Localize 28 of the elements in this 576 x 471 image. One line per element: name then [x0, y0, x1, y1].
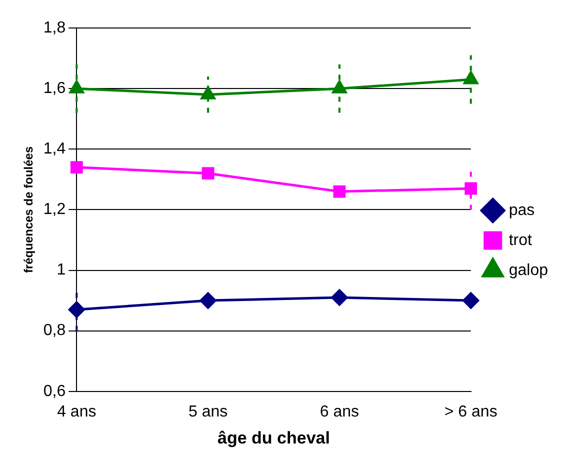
point [333, 185, 346, 198]
point [69, 80, 84, 94]
x-tick-label: 5 ans [188, 403, 228, 420]
y-tick-label: 0,8 [43, 322, 66, 340]
x-tick-label: 6 ans [320, 403, 360, 420]
y-tick-label: 0,6 [43, 382, 66, 400]
point [70, 161, 83, 174]
point [200, 86, 216, 100]
legend-label: galop [508, 262, 548, 279]
y-tick-label: 1,6 [43, 80, 66, 97]
x-axis-title: âge du cheval [218, 428, 330, 448]
point [202, 167, 214, 180]
point [462, 292, 480, 309]
y-tick-label: 1,2 [43, 201, 66, 218]
y-axis-title: fréquences de foulées [22, 146, 36, 274]
point [464, 182, 478, 195]
y-tick-label: 1,8 [43, 19, 66, 36]
point [331, 289, 348, 306]
point [464, 71, 478, 84]
x-tick-label: 4 ans [57, 403, 96, 420]
x-tick-label: > 6 ans [444, 403, 498, 420]
legend-label: trot [508, 232, 533, 249]
legend-label: pas [508, 202, 535, 219]
y-tick-label: 1,4 [43, 140, 66, 158]
y-tick-label: 1 [56, 262, 66, 279]
point [332, 80, 347, 94]
point [200, 292, 216, 309]
point [68, 301, 85, 318]
